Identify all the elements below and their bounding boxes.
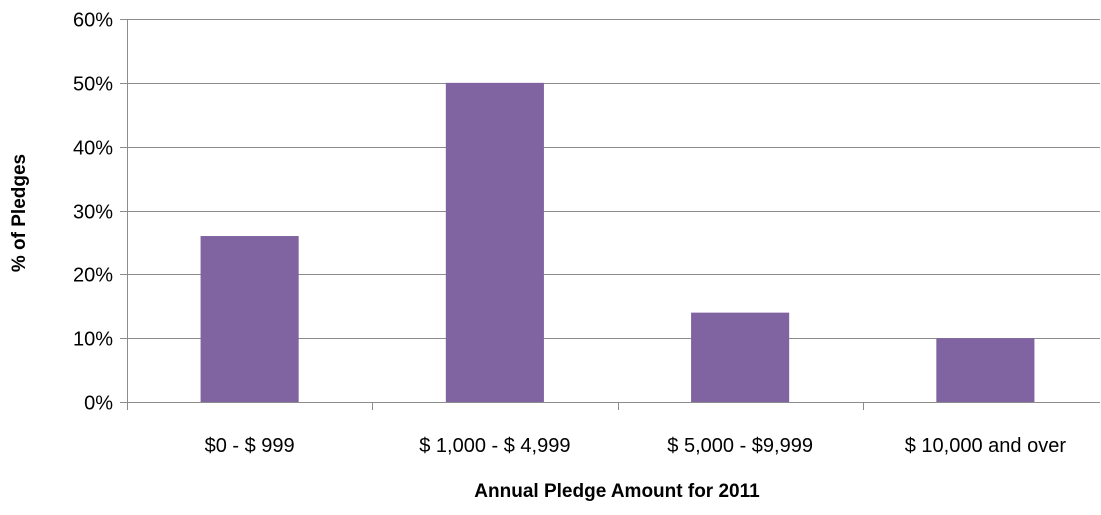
bar-2 (691, 312, 790, 402)
x-category-label: $ 10,000 and over (905, 435, 1067, 457)
y-tick-label: 0% (84, 393, 113, 415)
bar-0 (200, 236, 299, 402)
y-tick-label: 30% (73, 202, 113, 224)
x-category-label: $0 - $ 999 (205, 435, 295, 457)
x-category-labels: $0 - $ 999 $ 1,000 - $ 4,999 $ 5,000 - $9,… (205, 435, 1067, 457)
x-category-label: $ 1,000 - $ 4,999 (419, 435, 570, 457)
x-axis-title: Annual Pledge Amount for 2011 (474, 481, 760, 502)
y-tick-label: 40% (73, 138, 113, 160)
x-category-label: $ 5,000 - $9,999 (667, 435, 813, 457)
bars (200, 82, 1035, 402)
bar-3 (936, 338, 1035, 402)
y-tick-label: 20% (73, 265, 113, 287)
axes (120, 19, 1100, 410)
y-tick-label: 50% (73, 74, 113, 96)
y-tick-labels: 0% 10% 20% 30% 40% 50% 60% (73, 10, 113, 415)
y-axis-title: % of Pledges (9, 154, 30, 272)
y-tick-label: 10% (73, 329, 113, 351)
bar-1 (445, 82, 544, 402)
y-tick-label: 60% (73, 10, 113, 32)
